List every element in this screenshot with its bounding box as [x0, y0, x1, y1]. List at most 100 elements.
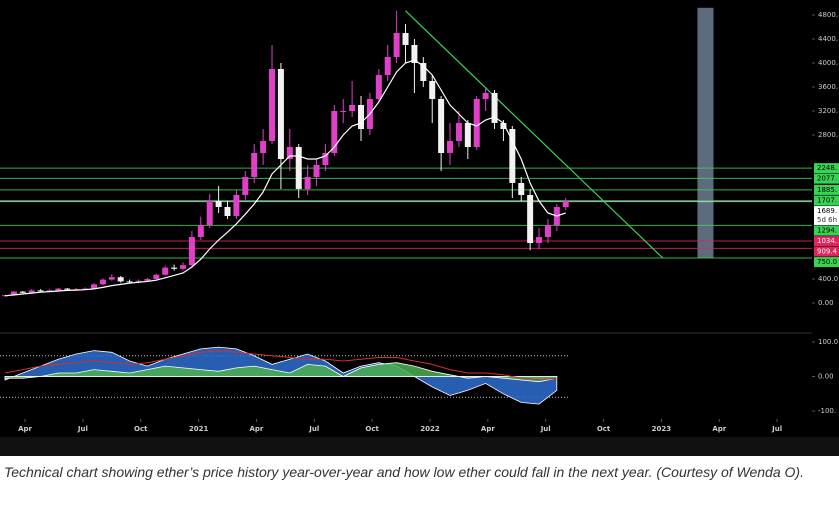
candle-body	[455, 123, 462, 141]
candle-body	[544, 225, 551, 237]
y-tick-label: 3600.	[818, 83, 838, 91]
level-label: 1707.	[817, 197, 837, 205]
candle-body	[206, 201, 213, 225]
candle-body	[500, 123, 507, 129]
moving-average	[4, 59, 566, 297]
x-tick-label: 2023	[652, 425, 672, 433]
candle-body	[295, 147, 302, 189]
candle-body	[438, 99, 445, 153]
y-tick-label: 2800.	[818, 131, 838, 139]
level-label: 1034.	[817, 237, 837, 245]
candle-body	[491, 93, 498, 123]
y-tick-label: 4400.	[818, 35, 838, 43]
candle-body	[117, 277, 124, 282]
candle-body	[518, 183, 525, 195]
x-tick-label: Apr	[712, 425, 726, 433]
level-label-box	[814, 246, 839, 257]
candle-body	[180, 265, 187, 269]
y-tick-label: 100.0	[818, 338, 838, 346]
candle-body	[242, 177, 249, 195]
x-tick-label: Apr	[18, 425, 32, 433]
level-label: 2248.	[817, 164, 837, 172]
x-tick-label: 2021	[189, 425, 209, 433]
candle-body	[10, 291, 17, 296]
candle-body	[28, 290, 35, 293]
level-label: 750.0	[817, 258, 837, 266]
candle-body	[108, 277, 115, 280]
candle-body	[144, 279, 151, 281]
y-tick-label: 0.00	[818, 373, 834, 381]
oscillator-line	[4, 350, 557, 381]
candle-body	[188, 237, 195, 266]
x-tick-label: Oct	[365, 425, 379, 433]
candle-body	[99, 279, 106, 285]
candle-body	[429, 81, 436, 99]
level-label: 1689.	[817, 207, 837, 215]
candle-body	[340, 111, 347, 112]
candle-body	[322, 153, 329, 165]
candle-body	[411, 45, 418, 63]
candle-body	[384, 57, 391, 75]
candle-body	[277, 69, 284, 159]
candle-body	[509, 129, 516, 183]
candle-body	[402, 33, 409, 45]
candle-body	[313, 165, 320, 177]
candle-body	[153, 274, 160, 279]
candle-body	[233, 195, 240, 216]
y-tick-label: -100.	[818, 407, 836, 415]
range-box	[697, 7, 714, 258]
chart: 4800. 4400. 4000. 3600. 3200. 2800. 400.0 0.00 2…	[0, 0, 839, 456]
x-tick-label: Jul	[77, 425, 88, 433]
level-label-box	[814, 195, 839, 206]
x-tick-label: Jul	[308, 425, 319, 433]
level-label-box	[814, 184, 839, 195]
candle-body	[464, 123, 471, 147]
candle-body	[251, 153, 258, 177]
level-label-box	[814, 163, 839, 174]
candle-body	[473, 99, 480, 147]
candle-body	[269, 69, 276, 141]
caption: Technical chart showing ether’s price hi…	[4, 464, 804, 480]
candle-body	[304, 177, 311, 189]
x-tick-label: Apr	[481, 425, 495, 433]
candle-body	[562, 201, 569, 207]
candle-body	[37, 290, 44, 292]
candle-body	[331, 111, 338, 153]
candle-body	[260, 141, 267, 153]
y-tick-label: 4800.	[818, 11, 838, 19]
level-label: 2077.	[817, 175, 837, 183]
x-tick-label: Jul	[540, 425, 551, 433]
candle-body	[46, 290, 53, 292]
candle-body	[135, 280, 142, 282]
y-tick-label: 0.00	[818, 299, 834, 307]
candle-body	[375, 75, 382, 99]
level-label: 909.4	[817, 248, 838, 256]
candle-body	[224, 207, 231, 216]
candle-body	[420, 63, 427, 81]
candle-body	[349, 105, 356, 111]
candle-body	[215, 201, 222, 207]
candle-body	[91, 284, 98, 289]
candle-body	[393, 33, 400, 57]
candle-body	[197, 225, 204, 237]
candle-body	[536, 237, 543, 243]
candle-body	[447, 141, 454, 153]
candle-body	[55, 288, 62, 291]
toolbar	[0, 437, 839, 456]
candle-body	[527, 195, 534, 243]
level-label: 1885.	[817, 186, 837, 194]
candle-body	[482, 93, 489, 99]
y-tick-label: 400.0	[818, 275, 838, 283]
x-tick-label: Apr	[249, 425, 263, 433]
oscillator-area	[4, 362, 558, 383]
level-label-box	[814, 206, 839, 226]
y-tick-label: 4000.	[818, 59, 838, 67]
candle-body	[171, 267, 178, 269]
level-label-box	[814, 225, 839, 236]
candle-body	[286, 147, 293, 159]
x-tick-label: 2022	[420, 425, 440, 433]
candle-body	[358, 105, 365, 129]
level-label: 1294.	[817, 227, 837, 235]
trendline	[405, 10, 664, 259]
